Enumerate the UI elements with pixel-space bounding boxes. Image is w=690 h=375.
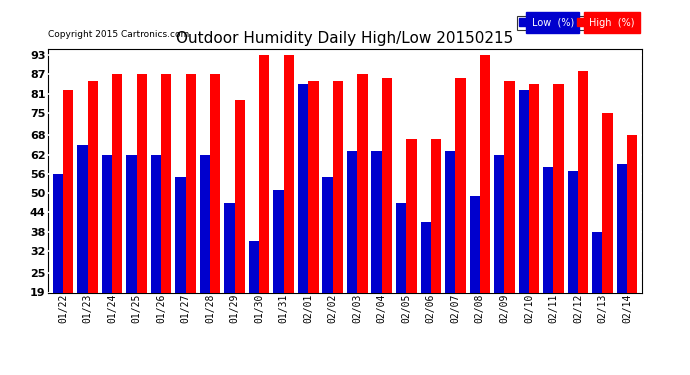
Bar (308, 81, 319, 292)
Bar (627, 135, 638, 292)
Bar (396, 203, 406, 292)
Bar (224, 203, 235, 292)
Bar (210, 74, 220, 292)
Bar (88, 81, 98, 292)
Bar (249, 241, 259, 292)
Bar (357, 74, 368, 292)
Bar (592, 232, 602, 292)
Bar (543, 167, 553, 292)
Bar (284, 55, 294, 292)
Bar (101, 154, 112, 292)
Bar (298, 84, 308, 292)
Bar (137, 74, 147, 292)
Bar (617, 164, 627, 292)
Bar (553, 84, 564, 292)
Bar (470, 196, 480, 292)
Bar (568, 171, 578, 292)
Bar (77, 145, 88, 292)
Bar (333, 81, 343, 292)
Bar (151, 154, 161, 292)
Bar (480, 55, 490, 292)
Bar (52, 174, 63, 292)
Bar (529, 84, 539, 292)
Bar (371, 152, 382, 292)
Bar (273, 190, 284, 292)
Bar (322, 177, 333, 292)
Bar (406, 138, 417, 292)
Bar (186, 74, 196, 292)
Bar (431, 138, 441, 292)
Title: Outdoor Humidity Daily High/Low 20150215: Outdoor Humidity Daily High/Low 20150215 (177, 31, 513, 46)
Bar (259, 55, 270, 292)
Bar (175, 177, 186, 292)
Bar (161, 74, 171, 292)
Bar (420, 222, 431, 292)
Bar (602, 113, 613, 292)
Bar (494, 154, 504, 292)
Bar (200, 154, 210, 292)
Bar (63, 90, 73, 292)
Bar (382, 78, 392, 292)
Bar (126, 154, 137, 292)
Text: Copyright 2015 Cartronics.com: Copyright 2015 Cartronics.com (48, 30, 190, 39)
Bar (235, 100, 245, 292)
Bar (112, 74, 122, 292)
Legend: Low  (%), High  (%): Low (%), High (%) (517, 16, 637, 30)
Bar (455, 78, 466, 292)
Bar (445, 152, 455, 292)
Bar (519, 90, 529, 292)
Bar (504, 81, 515, 292)
Bar (347, 152, 357, 292)
Bar (578, 71, 589, 292)
